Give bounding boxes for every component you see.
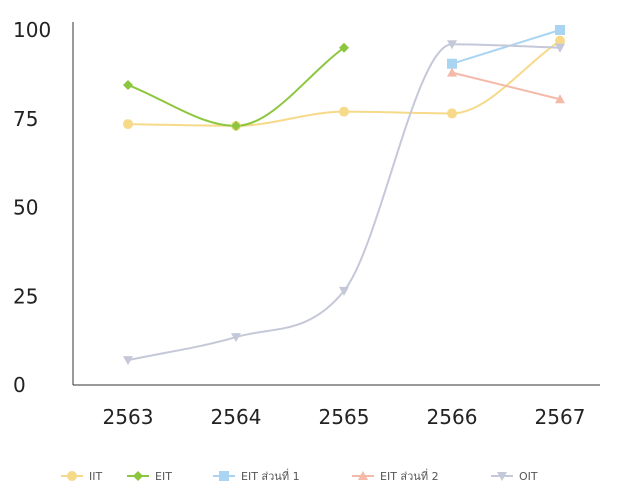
series-lines	[127, 29, 561, 362]
data-point-eit-1-2	[447, 58, 457, 69]
data-point-oit-4	[231, 333, 241, 343]
data-point-eit-1	[339, 42, 349, 53]
y-tick-label: 25	[13, 284, 38, 308]
series-line-oit-4	[127, 43, 561, 362]
x-tick-label: 2563	[103, 405, 154, 429]
legend-marker	[67, 471, 77, 481]
y-tick-label: 50	[13, 196, 38, 220]
y-tick-label: 100	[13, 18, 51, 42]
data-point-iit-0	[339, 106, 349, 117]
legend-marker	[497, 472, 507, 481]
data-point-oit-4	[123, 356, 133, 366]
x-tick-label: 2565	[319, 405, 370, 429]
legend-marker	[219, 471, 229, 481]
data-point-eit-1	[231, 120, 241, 131]
data-point-oit-4	[339, 286, 349, 296]
x-tick-label: 2564	[211, 405, 262, 429]
legend-label: EIT ส่วนที่ 2	[380, 468, 439, 483]
legend-marker	[133, 471, 143, 481]
series-markers	[123, 25, 565, 366]
legend-marker	[358, 471, 368, 480]
series-line-eit-1-2	[451, 29, 561, 65]
y-tick-label: 0	[13, 373, 26, 397]
data-point-eit-1-2	[555, 25, 565, 35]
data-point-iit-0	[123, 119, 133, 130]
legend-label: EIT	[155, 470, 172, 483]
legend: IIT EIT EIT ส่วนที่ 1 EIT ส่วนที่ 2 OIT	[61, 468, 538, 483]
legend-label: OIT	[519, 470, 538, 483]
y-tick-label: 75	[13, 107, 38, 131]
data-point-oit-4	[555, 43, 565, 53]
data-point-eit-2-3	[447, 67, 457, 77]
x-tick-label: 2567	[535, 405, 586, 429]
x-tick-label: 2566	[427, 405, 478, 429]
y-axis: 0 25 50 75 100	[13, 18, 74, 397]
legend-label: EIT ส่วนที่ 1	[241, 468, 300, 483]
legend-label: IIT	[89, 470, 102, 483]
data-point-iit-0	[447, 108, 457, 119]
data-point-eit-2-3	[555, 94, 565, 104]
data-point-iit-0	[555, 35, 565, 46]
series-line-eit-2-3	[451, 71, 561, 101]
x-axis: 2563 2564 2565 2566 2567	[73, 384, 600, 429]
data-point-eit-1	[123, 80, 133, 91]
data-point-oit-4	[447, 40, 457, 50]
